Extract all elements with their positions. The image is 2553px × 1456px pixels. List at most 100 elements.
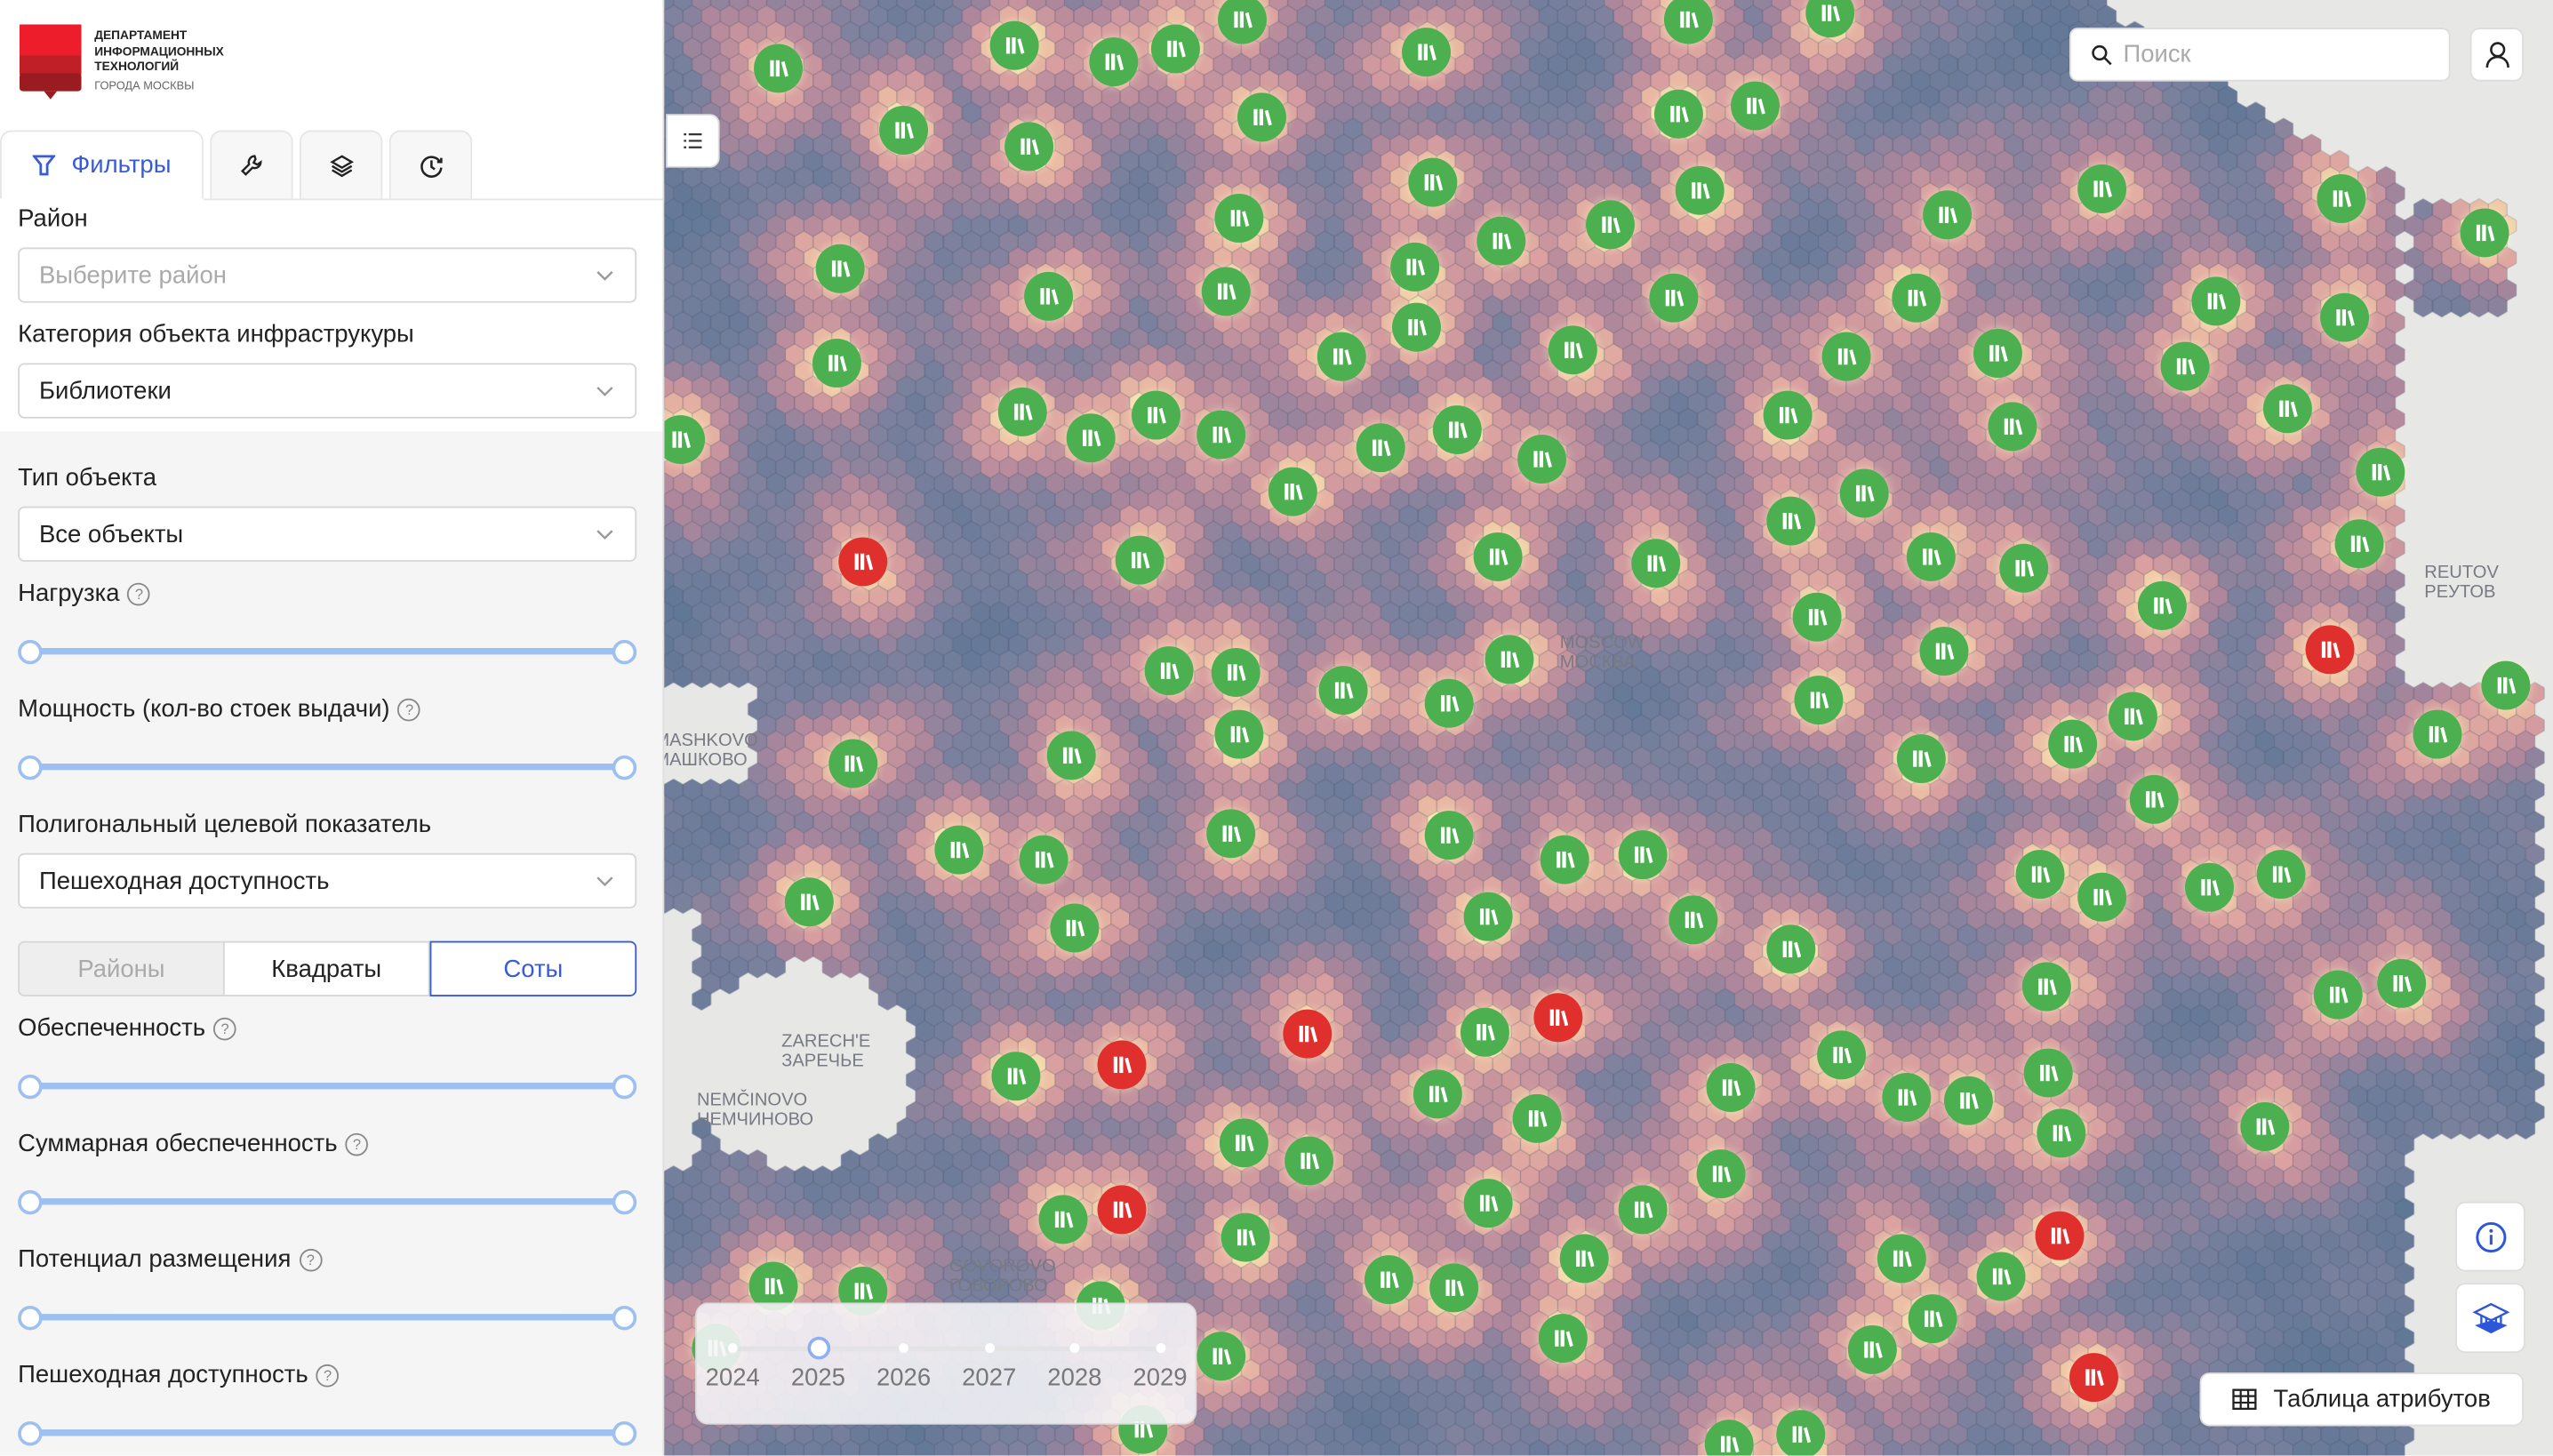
library-marker[interactable] [1559, 1234, 1609, 1284]
library-marker[interactable] [815, 244, 865, 293]
library-marker[interactable] [1794, 676, 1844, 725]
slider-max-handle[interactable] [612, 755, 637, 780]
library-marker-problem[interactable] [1097, 1185, 1147, 1235]
timeline-year-label[interactable]: 2024 [705, 1364, 760, 1393]
library-marker[interactable] [2108, 692, 2157, 741]
library-marker[interactable] [1285, 1136, 1334, 1186]
library-marker[interactable] [1669, 895, 1718, 945]
user-profile-button[interactable] [2469, 28, 2525, 82]
library-marker[interactable] [1919, 627, 1969, 676]
library-marker[interactable] [1038, 1195, 1088, 1244]
timeline-year-label[interactable]: 2029 [1132, 1364, 1188, 1393]
library-marker[interactable] [2137, 580, 2187, 630]
walkability-range-slider[interactable] [18, 1420, 637, 1446]
slider-min-handle[interactable] [18, 1421, 43, 1446]
library-marker[interactable] [1390, 242, 1440, 292]
library-marker[interactable] [879, 106, 929, 156]
timeline-year-label[interactable]: 2026 [876, 1364, 932, 1393]
library-marker[interactable] [989, 20, 1039, 70]
library-marker[interactable] [1463, 892, 1513, 941]
slider-min-handle[interactable] [18, 1305, 43, 1331]
library-marker[interactable] [1704, 1420, 1754, 1456]
library-marker[interactable] [2037, 1108, 2086, 1158]
library-marker[interactable] [1046, 731, 1096, 780]
library-marker[interactable] [1089, 37, 1139, 87]
library-marker[interactable] [1131, 390, 1180, 440]
library-marker[interactable] [1201, 267, 1251, 316]
library-marker[interactable] [1219, 1118, 1268, 1168]
library-marker[interactable] [934, 825, 984, 875]
library-marker[interactable] [1675, 165, 1725, 215]
library-marker[interactable] [1817, 1030, 1867, 1080]
library-marker[interactable] [1821, 332, 1871, 381]
library-marker[interactable] [1392, 302, 1441, 352]
library-marker[interactable] [1999, 543, 2049, 593]
slider-max-handle[interactable] [612, 1305, 637, 1331]
library-marker[interactable] [1538, 1314, 1588, 1364]
library-marker[interactable] [1976, 1252, 2026, 1301]
tab-tools[interactable] [210, 130, 293, 199]
library-marker[interactable] [1847, 1324, 1897, 1374]
library-marker[interactable] [1237, 92, 1286, 142]
library-marker[interactable] [1004, 122, 1054, 172]
library-marker[interactable] [1214, 709, 1264, 759]
library-marker[interactable] [2185, 862, 2234, 912]
library-marker[interactable] [2021, 962, 2071, 1012]
help-icon[interactable]: ? [299, 1247, 323, 1271]
library-marker[interactable] [1144, 646, 1194, 696]
library-marker[interactable] [2317, 173, 2366, 223]
district-select[interactable]: Выберите район [18, 247, 637, 303]
library-marker[interactable] [2460, 208, 2509, 258]
library-marker[interactable] [2015, 850, 2065, 900]
help-icon[interactable]: ? [345, 1132, 369, 1156]
library-marker[interactable] [2256, 850, 2306, 900]
library-marker-problem[interactable] [2305, 625, 2355, 675]
slider-max-handle[interactable] [612, 1189, 637, 1215]
library-marker[interactable] [1792, 592, 1842, 642]
library-marker[interactable] [1923, 190, 1973, 240]
library-marker[interactable] [1473, 532, 1523, 581]
library-marker[interactable] [1050, 903, 1100, 953]
toggle-sidebar-button[interactable] [666, 114, 720, 168]
library-marker[interactable] [2160, 341, 2210, 391]
library-marker[interactable] [1766, 924, 1816, 974]
library-marker[interactable] [1364, 1255, 1413, 1305]
library-marker[interactable] [1318, 666, 1368, 716]
library-marker[interactable] [1206, 809, 1256, 859]
library-marker[interactable] [1839, 468, 1889, 518]
library-marker[interactable] [2377, 958, 2427, 1008]
library-marker[interactable] [1988, 402, 2037, 452]
library-marker[interactable] [1317, 332, 1366, 381]
library-marker[interactable] [1150, 24, 1200, 74]
slider-max-handle[interactable] [612, 1421, 637, 1446]
library-marker[interactable] [1429, 1263, 1479, 1313]
help-icon[interactable]: ? [213, 1016, 236, 1040]
slider-min-handle[interactable] [18, 1189, 43, 1215]
library-marker[interactable] [1460, 1007, 1509, 1057]
slider-min-handle[interactable] [18, 755, 43, 780]
library-marker[interactable] [2356, 447, 2405, 497]
library-marker[interactable] [1540, 835, 1589, 884]
timeline-year-label[interactable]: 2027 [962, 1364, 1017, 1393]
attribute-table-button[interactable]: Таблица атрибутов [2199, 1372, 2525, 1427]
library-marker[interactable] [1211, 647, 1260, 697]
library-marker[interactable] [2077, 872, 2127, 922]
library-marker[interactable] [1877, 1234, 1926, 1284]
library-marker[interactable] [1402, 28, 1451, 77]
library-marker[interactable] [1115, 535, 1164, 585]
library-marker[interactable] [1485, 635, 1534, 684]
timeline-year-label[interactable]: 2025 [790, 1364, 845, 1393]
library-marker[interactable] [2413, 709, 2462, 759]
timeline-tick[interactable] [984, 1343, 995, 1354]
library-marker[interactable] [2077, 164, 2127, 213]
library-marker[interactable] [1408, 157, 1458, 207]
library-marker-problem[interactable] [838, 537, 888, 587]
slider-max-handle[interactable] [612, 1074, 637, 1100]
grid-mode-districts[interactable]: Районы [18, 940, 223, 996]
capacity-range-slider[interactable] [18, 754, 637, 780]
library-marker[interactable] [1649, 273, 1699, 323]
library-marker[interactable] [2262, 384, 2312, 434]
library-marker[interactable] [1896, 734, 1946, 784]
help-icon[interactable]: ? [316, 1363, 340, 1387]
library-marker[interactable] [1906, 532, 1956, 581]
